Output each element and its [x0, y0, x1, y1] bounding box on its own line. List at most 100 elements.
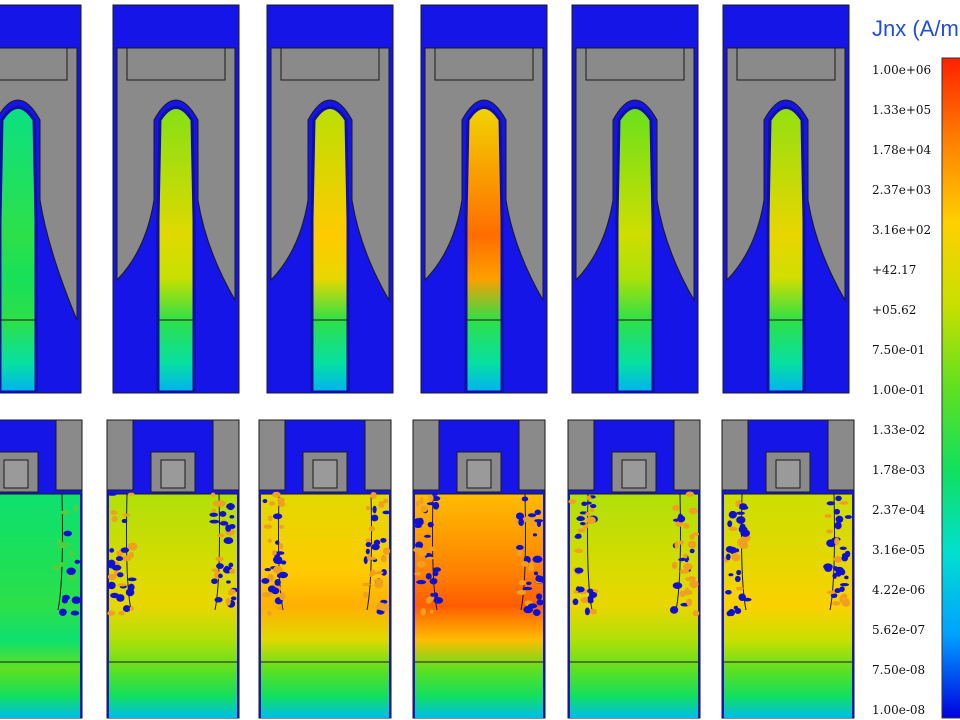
speckle [728, 573, 734, 577]
speckle [835, 569, 842, 577]
speckle [216, 500, 226, 507]
speckle [415, 541, 424, 549]
speckle [71, 596, 81, 604]
speckle [677, 513, 683, 520]
speckle [223, 537, 234, 544]
speckle [535, 575, 545, 583]
speckle [586, 516, 596, 524]
speckle [414, 571, 422, 576]
speckle [832, 572, 837, 579]
speckle [363, 556, 368, 565]
colorbar-tick-label: 1.00e-08 [872, 703, 926, 717]
speckle [125, 588, 135, 597]
colorbar-tick-label: 1.33e+05 [872, 103, 932, 117]
speckle [574, 548, 584, 554]
speckle [262, 498, 268, 504]
speckle [735, 548, 740, 553]
bottom-panel-6 [721, 419, 855, 719]
speckle [365, 538, 372, 543]
speckle [110, 592, 120, 599]
colorbar-tick-label: 1.00e-01 [872, 383, 926, 397]
speckle [219, 521, 229, 526]
colorbar-tick-label: 5.62e-07 [872, 623, 926, 637]
speckle [687, 576, 696, 582]
speckle [672, 582, 683, 589]
speckle [211, 568, 219, 572]
colorbar-tick-label: +42.17 [872, 263, 917, 277]
colorbar-tick-label: 1.78e-03 [872, 463, 926, 477]
speckle [736, 511, 745, 515]
speckle [74, 559, 81, 564]
colorbar-tick-label: 3.16e-05 [872, 543, 926, 557]
speckle [374, 580, 384, 589]
speckle [532, 609, 541, 617]
speckle [277, 497, 285, 504]
speckle [522, 586, 533, 591]
top-panel-2 [112, 4, 240, 394]
speckle [121, 518, 128, 524]
speckle [228, 562, 234, 568]
bottom-panel-5 [567, 419, 701, 719]
speckle [63, 530, 72, 537]
speckle [107, 610, 116, 616]
colorbar-tick-label: 7.50e-08 [872, 663, 926, 677]
speckle [527, 513, 537, 518]
speckle [122, 605, 131, 613]
speckle [587, 588, 594, 594]
speckle [524, 516, 531, 523]
speckle [824, 514, 832, 518]
speckle [362, 591, 369, 599]
speckle [826, 539, 837, 548]
speckle [692, 610, 700, 617]
speckle [590, 504, 597, 509]
speckle [669, 606, 679, 614]
speckle [671, 561, 678, 570]
speckle [365, 505, 371, 511]
speckle [577, 528, 586, 533]
speckle [110, 510, 118, 516]
speckle [279, 524, 284, 529]
speckle [109, 548, 115, 553]
colorbar-tick-label: 1.00e+06 [872, 63, 932, 77]
speckle [67, 575, 76, 581]
speckle [736, 516, 746, 524]
speckle [532, 555, 543, 563]
speckle [834, 537, 840, 546]
speckle [826, 590, 836, 595]
speckle [128, 492, 135, 496]
speckle [372, 505, 377, 514]
speckle [127, 542, 138, 551]
speckle [580, 596, 590, 604]
speckle [839, 546, 847, 551]
speckle [689, 580, 699, 589]
speckle [267, 611, 272, 616]
speckle [210, 492, 216, 497]
speckle [277, 606, 283, 611]
speckle [420, 608, 427, 616]
speckle [533, 571, 539, 576]
speckle [683, 523, 690, 529]
speckle [727, 520, 733, 528]
speckle [579, 521, 586, 526]
colorbar-tick-label: 1.78e+04 [872, 143, 932, 157]
speckle [568, 499, 577, 504]
speckle [572, 598, 579, 606]
speckle [739, 542, 749, 549]
speckle [274, 578, 281, 586]
speckle [736, 569, 742, 576]
top-panel-5 [571, 4, 699, 394]
speckle [69, 549, 75, 558]
speckle [725, 553, 731, 561]
speckle [278, 571, 289, 579]
speckle [428, 546, 435, 552]
speckle [275, 540, 280, 545]
speckle [376, 602, 387, 611]
speckle [368, 526, 376, 532]
speckle [516, 544, 524, 551]
speckle [833, 508, 841, 515]
speckle [209, 519, 220, 524]
speckle [425, 573, 432, 580]
speckle [841, 593, 848, 599]
speckle [117, 551, 122, 556]
speckle [373, 578, 384, 583]
